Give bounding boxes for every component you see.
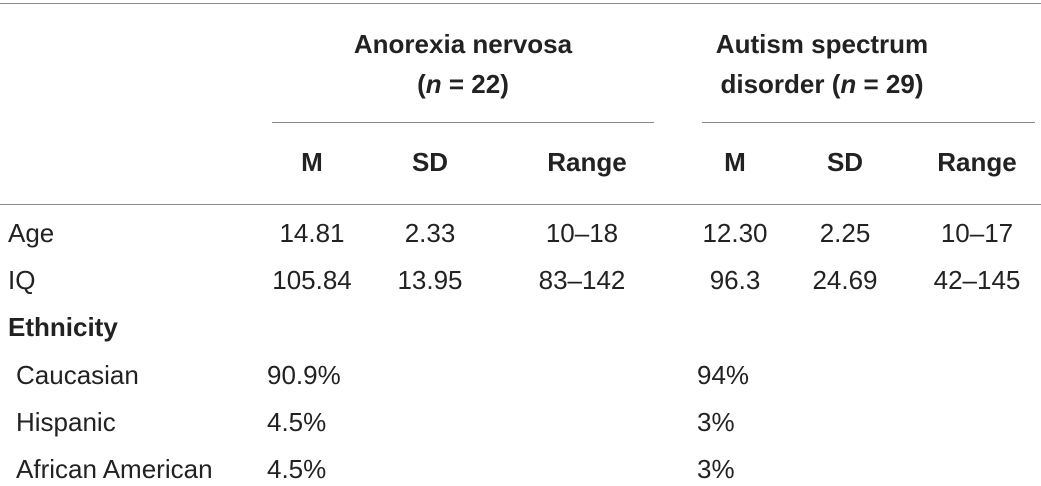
iq-asd-m: 96.3	[709, 265, 761, 295]
age-an-sd: 2.33	[404, 218, 456, 248]
subheader-asd-sd: SD	[826, 147, 864, 177]
section-heading-ethnicity: Ethnicity	[8, 312, 118, 342]
group-rule-autism	[702, 122, 1035, 123]
group-rule-anorexia	[272, 122, 654, 123]
ethnicity-caucasian-asd: 94%	[697, 360, 750, 390]
subheader-asd-m: M	[724, 147, 746, 177]
iq-an-range: 83–142	[538, 265, 626, 295]
group-header-autism-line2: disorder (n = 29)	[720, 69, 924, 99]
group-header-autism-line1: Autism spectrum	[715, 29, 929, 59]
ethnicity-label-caucasian: Caucasian	[16, 360, 139, 390]
row-label-age: Age	[8, 218, 55, 248]
ethnicity-label-hispanic: Hispanic	[16, 407, 116, 437]
age-an-m: 14.81	[279, 218, 345, 248]
group-header-anorexia-line2: (n = 22)	[417, 69, 509, 99]
subheader-an-m: M	[301, 147, 323, 177]
ethnicity-african-american-asd: 3%	[697, 454, 735, 484]
subheader-asd-range: Range	[937, 147, 1017, 177]
iq-asd-sd: 24.69	[812, 265, 878, 295]
group-header-anorexia: Anorexia nervosa (n = 22)	[272, 24, 654, 104]
ethnicity-hispanic-an: 4.5%	[267, 407, 327, 437]
age-asd-m: 12.30	[702, 218, 768, 248]
ethnicity-label-african-american: African American	[16, 454, 213, 484]
ethnicity-african-american-an: 4.5%	[267, 454, 327, 484]
age-asd-range: 10–17	[940, 218, 1014, 248]
iq-an-sd: 13.95	[397, 265, 463, 295]
row-label-iq: IQ	[8, 265, 36, 295]
group-header-autism: Autism spectrum disorder (n = 29)	[702, 24, 942, 104]
ethnicity-hispanic-asd: 3%	[697, 407, 735, 437]
age-asd-sd: 2.25	[819, 218, 871, 248]
iq-asd-range: 42–145	[933, 265, 1021, 295]
subheader-an-range: Range	[547, 147, 627, 177]
table-top-rule	[0, 3, 1041, 4]
subheader-an-sd: SD	[411, 147, 449, 177]
header-bottom-rule	[0, 204, 1041, 205]
group-header-anorexia-line1: Anorexia nervosa	[353, 29, 573, 59]
age-an-range: 10–18	[545, 218, 619, 248]
iq-an-m: 105.84	[272, 265, 352, 295]
ethnicity-caucasian-an: 90.9%	[267, 360, 341, 390]
